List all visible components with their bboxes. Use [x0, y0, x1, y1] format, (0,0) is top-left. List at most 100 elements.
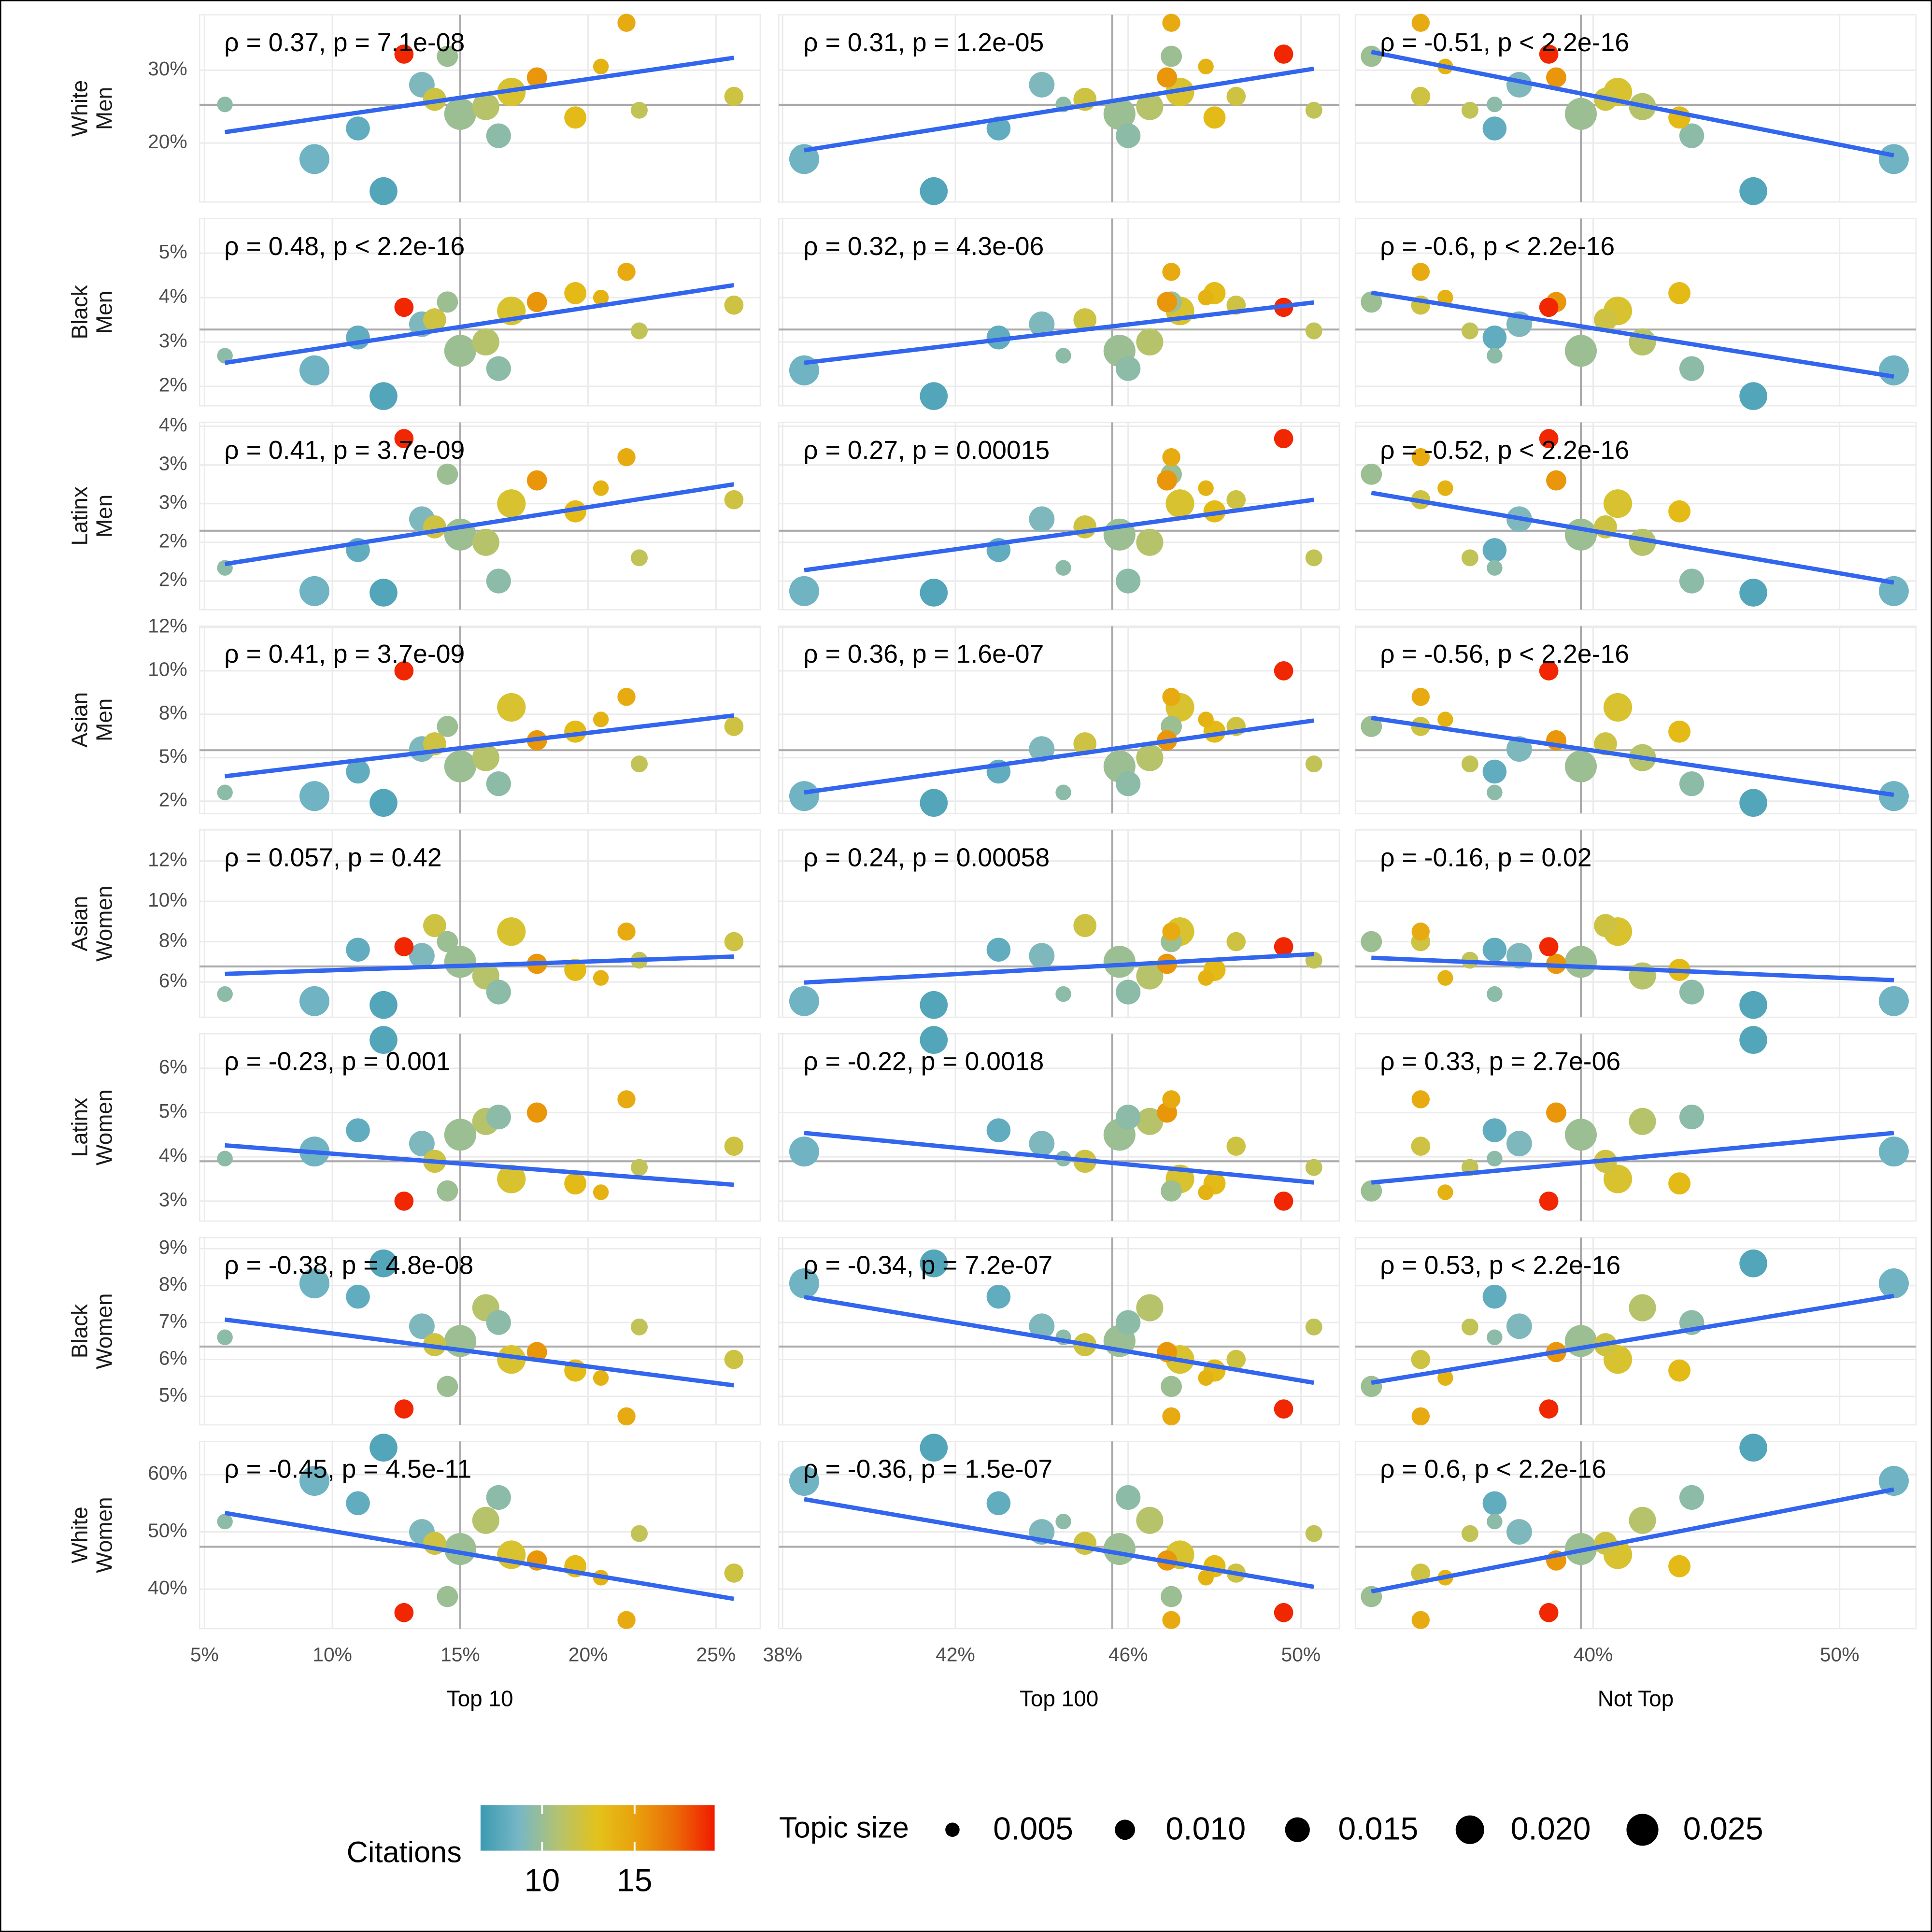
panel-background: [199, 625, 761, 814]
point: [1305, 549, 1322, 567]
point: [1487, 348, 1503, 364]
annotation: ρ = 0.41, p = 3.7e-09: [224, 436, 465, 465]
panel: ρ = 0.24, p = 0.00058: [778, 829, 1340, 1019]
point: [1116, 980, 1141, 1005]
point: [1029, 943, 1055, 969]
point: [1029, 311, 1055, 337]
point: [617, 1090, 636, 1108]
y-tick-label: 4%: [159, 1144, 187, 1166]
point: [920, 579, 948, 607]
point: [1437, 480, 1453, 496]
point: [1482, 326, 1507, 350]
y-tick-label: 10%: [148, 658, 187, 681]
point: [486, 1105, 511, 1130]
point: [724, 932, 744, 952]
point: [1679, 1485, 1705, 1510]
row-label: WhiteMen: [67, 80, 116, 137]
point: [472, 93, 499, 120]
point: [1461, 549, 1478, 567]
annotation: ρ = 0.32, p = 4.3e-06: [803, 232, 1044, 261]
point: [369, 1249, 398, 1278]
fit-line: [225, 713, 734, 779]
point: [1226, 490, 1246, 510]
point: [986, 1118, 1011, 1142]
point: [1411, 14, 1430, 32]
point: [1103, 946, 1136, 978]
fit-line: [804, 1497, 1314, 1589]
point: [394, 1399, 414, 1419]
y-tick-label: 7%: [159, 1310, 187, 1332]
annotation: ρ = 0.48, p < 2.2e-16: [224, 232, 465, 261]
row-label: LatinxMen: [67, 486, 116, 546]
point: [789, 1268, 820, 1299]
point: [1198, 480, 1214, 496]
y-tick-label: 60%: [148, 1462, 187, 1484]
y-tick-label: 8%: [159, 702, 187, 724]
point: [1116, 123, 1141, 148]
annotation: ρ = 0.36, p = 1.6e-07: [803, 640, 1044, 668]
x-tick-label: 50%: [1820, 1643, 1860, 1665]
point: [346, 1491, 370, 1516]
fit-line: [804, 300, 1314, 365]
point: [1055, 560, 1071, 576]
point: [1668, 282, 1690, 304]
point: [1073, 515, 1097, 539]
y-tick-label: 8%: [159, 929, 187, 951]
point: [444, 1533, 476, 1565]
point: [1161, 1180, 1182, 1202]
y-tick-label: 3%: [159, 491, 187, 513]
point: [593, 711, 609, 727]
point: [1539, 661, 1559, 681]
point: [1274, 1191, 1293, 1211]
point: [1482, 1118, 1507, 1142]
point: [920, 789, 948, 817]
point: [1161, 1376, 1182, 1397]
point: [631, 1318, 648, 1335]
point: [1878, 355, 1909, 385]
point: [1055, 1513, 1071, 1530]
point: [1679, 568, 1705, 594]
point: [631, 322, 648, 340]
point: [1739, 789, 1767, 817]
point: [1073, 1532, 1097, 1555]
point: [1165, 489, 1194, 518]
point: [1411, 688, 1430, 706]
point: [1506, 1313, 1532, 1339]
panel: ρ = -0.51, p < 2.2e-16: [1354, 14, 1917, 205]
x-tick-label: 20%: [568, 1643, 608, 1665]
annotation: ρ = -0.16, p = 0.02: [1380, 844, 1591, 872]
point: [1136, 1108, 1164, 1135]
point: [1116, 356, 1141, 381]
point: [444, 946, 476, 978]
point: [789, 781, 820, 811]
row-label: LatinxWomen: [67, 1090, 116, 1165]
annotation: ρ = -0.51, p < 2.2e-16: [1380, 28, 1629, 57]
point: [299, 1465, 330, 1496]
point: [1411, 1563, 1431, 1583]
point: [593, 1370, 609, 1386]
point: [1198, 1570, 1214, 1586]
fit-line: [804, 718, 1314, 795]
y-tick-label: 2%: [159, 568, 187, 591]
point: [1594, 1532, 1617, 1555]
point: [1679, 356, 1705, 381]
point: [593, 289, 609, 306]
point: [1162, 448, 1180, 467]
point: [1116, 1310, 1141, 1335]
point: [1437, 711, 1453, 727]
point: [1305, 1159, 1322, 1176]
point: [1668, 1359, 1690, 1382]
point: [564, 282, 587, 304]
annotation: ρ = -0.45, p = 4.5e-11: [224, 1455, 471, 1484]
point: [1161, 1586, 1182, 1607]
annotation: ρ = 0.6, p < 2.2e-16: [1380, 1455, 1606, 1484]
point: [1136, 528, 1164, 556]
panel: ρ = 0.33, p = 2.7e-06: [1354, 1026, 1917, 1222]
y-tick-label: 4%: [159, 285, 187, 307]
y-tick-label: 5%: [159, 1100, 187, 1122]
y-tick-label: 8%: [159, 1273, 187, 1295]
point: [1274, 937, 1293, 956]
panel: ρ = -0.38, p = 4.8e-08: [199, 1236, 761, 1426]
point: [617, 923, 636, 941]
legend-label: 15: [617, 1862, 653, 1898]
